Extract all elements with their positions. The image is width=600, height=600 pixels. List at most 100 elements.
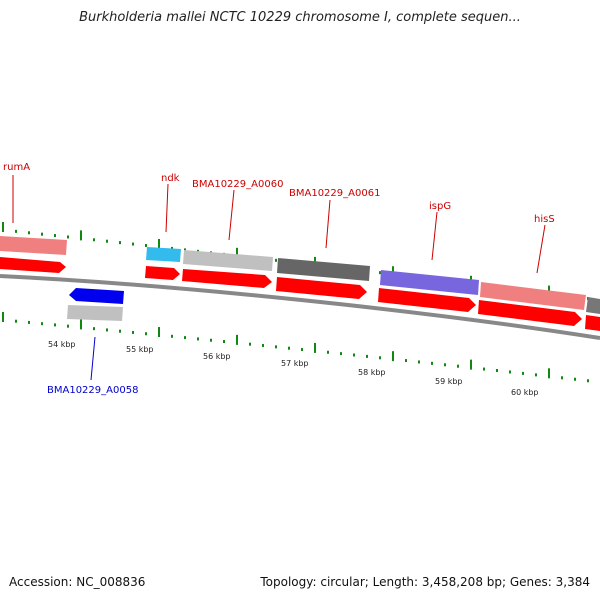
gene-bar-next xyxy=(586,297,600,314)
major-tick xyxy=(2,222,4,232)
tick-label: 58 kbp xyxy=(358,368,386,377)
minor-tick xyxy=(522,371,524,375)
cds-arrow xyxy=(276,277,367,299)
gene-label-hisS: hisS xyxy=(534,214,555,225)
gene-arrow-A0058 xyxy=(69,288,124,304)
cds-arrow-track xyxy=(0,257,600,331)
cds-arrow xyxy=(478,300,582,326)
gene-label-ndk: ndk xyxy=(161,173,180,184)
minor-tick xyxy=(132,330,134,334)
major-tick xyxy=(80,319,82,330)
gene-label-ispG: ispG xyxy=(429,201,451,212)
minor-tick xyxy=(54,234,56,238)
major-tick xyxy=(2,312,4,322)
gene-bar-rumA xyxy=(0,236,67,255)
cds-arrow xyxy=(182,269,272,288)
minor-tick xyxy=(184,336,186,340)
forward-feature-track xyxy=(0,236,600,314)
minor-tick xyxy=(67,235,69,239)
minor-tick xyxy=(171,246,173,250)
major-tick xyxy=(392,351,394,362)
label-leaders xyxy=(12,175,546,381)
minor-tick xyxy=(379,271,381,275)
gene-labels: rumA ndk BMA10229_A0060 BMA10229_A0061 i… xyxy=(3,162,555,396)
minor-tick xyxy=(483,367,485,371)
tick-label: 55 kbp xyxy=(126,345,154,354)
major-tick xyxy=(548,368,550,379)
gene-bar-A0061 xyxy=(277,258,370,281)
gene-bar-ispG xyxy=(380,270,479,295)
axis-tick-labels: 54 kbp 55 kbp 56 kbp 57 kbp 58 kbp 59 kb… xyxy=(48,340,539,397)
minor-tick xyxy=(561,376,563,380)
major-tick xyxy=(236,247,238,258)
major-tick xyxy=(80,230,82,241)
minor-tick xyxy=(535,373,537,377)
minor-tick xyxy=(15,229,17,233)
minor-tick xyxy=(366,354,368,358)
minor-tick xyxy=(145,332,147,336)
major-tick xyxy=(470,359,472,370)
gene-bar-A0060 xyxy=(183,250,273,271)
map-title: Burkholderia mallei NCTC 10229 chromosom… xyxy=(79,10,521,25)
accession-text: Accession: NC_008836 xyxy=(9,575,146,589)
cds-arrow xyxy=(378,288,476,312)
minor-tick xyxy=(457,364,459,368)
minor-tick xyxy=(262,344,264,348)
chromosome-backbone xyxy=(0,274,600,340)
minor-tick xyxy=(197,337,199,341)
minor-tick xyxy=(145,244,147,248)
tick-label: 54 kbp xyxy=(48,340,76,349)
minor-tick xyxy=(41,232,43,236)
minor-tick xyxy=(54,323,56,327)
tick-label: 57 kbp xyxy=(281,359,309,368)
minor-tick xyxy=(28,231,30,235)
minor-tick xyxy=(93,327,95,331)
minor-tick xyxy=(353,353,355,357)
reverse-feature-track xyxy=(67,288,124,321)
major-tick xyxy=(314,342,316,353)
cds-arrow xyxy=(145,266,180,280)
minor-tick xyxy=(15,319,17,323)
minor-tick xyxy=(41,322,43,326)
gene-label-A0060: BMA10229_A0060 xyxy=(192,179,283,190)
major-tick xyxy=(236,334,238,345)
tick-label: 60 kbp xyxy=(511,388,539,397)
minor-tick xyxy=(444,363,446,367)
minor-tick xyxy=(119,241,121,245)
minor-tick xyxy=(132,242,134,246)
major-tick xyxy=(158,327,160,338)
minor-tick xyxy=(184,248,186,252)
minor-tick xyxy=(574,377,576,381)
minor-tick xyxy=(119,329,121,333)
gene-label-A0058: BMA10229_A0058 xyxy=(47,385,138,396)
gene-bar-A0058 xyxy=(67,305,123,321)
cds-arrow xyxy=(585,315,600,331)
gene-bar-hisS xyxy=(480,282,586,310)
minor-tick xyxy=(223,340,225,344)
minor-tick xyxy=(301,348,303,352)
minor-tick xyxy=(275,258,277,262)
gene-label-A0061: BMA10229_A0061 xyxy=(289,188,380,199)
inner-tick-track xyxy=(2,312,589,383)
major-tick xyxy=(392,266,394,277)
minor-tick xyxy=(106,239,108,243)
minor-tick xyxy=(509,370,511,374)
minor-tick xyxy=(340,352,342,356)
gene-bar-ndk xyxy=(146,247,181,262)
minor-tick xyxy=(379,356,381,360)
minor-tick xyxy=(249,342,251,346)
minor-tick xyxy=(327,350,329,354)
minor-tick xyxy=(67,324,69,328)
minor-tick xyxy=(405,359,407,363)
cds-arrow xyxy=(0,257,66,273)
tick-label: 56 kbp xyxy=(203,352,231,361)
minor-tick xyxy=(418,360,420,364)
topology-summary: Topology: circular; Length: 3,458,208 bp… xyxy=(260,575,590,589)
minor-tick xyxy=(210,338,212,342)
minor-tick xyxy=(171,334,173,338)
minor-tick xyxy=(496,369,498,373)
minor-tick xyxy=(106,328,108,332)
tick-label: 59 kbp xyxy=(435,377,463,386)
gene-label-rumA: rumA xyxy=(3,162,30,173)
